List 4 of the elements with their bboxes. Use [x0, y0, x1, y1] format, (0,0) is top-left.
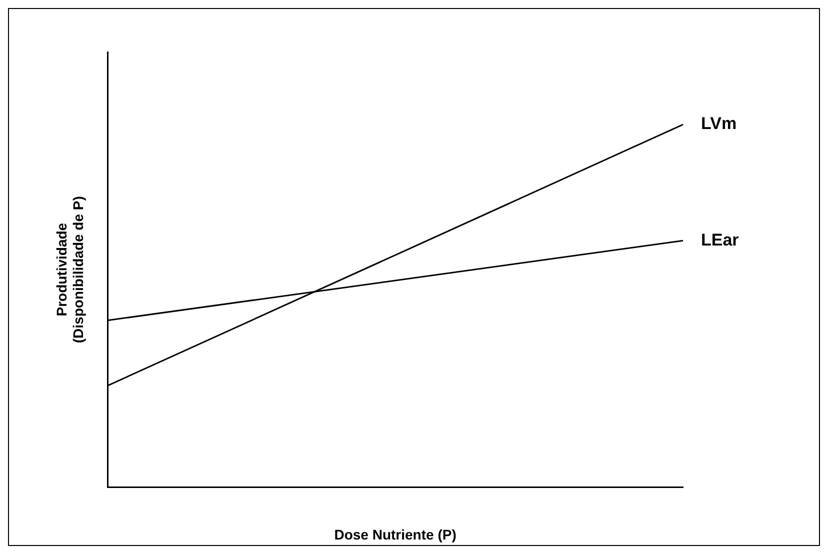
- y-axis-title: Produtividade (Disponibilidade de P): [53, 196, 86, 344]
- x-axis-title: Dose Nutriente (P): [334, 526, 456, 542]
- series-label: LVm: [701, 114, 737, 134]
- series-label: LEar: [701, 230, 740, 250]
